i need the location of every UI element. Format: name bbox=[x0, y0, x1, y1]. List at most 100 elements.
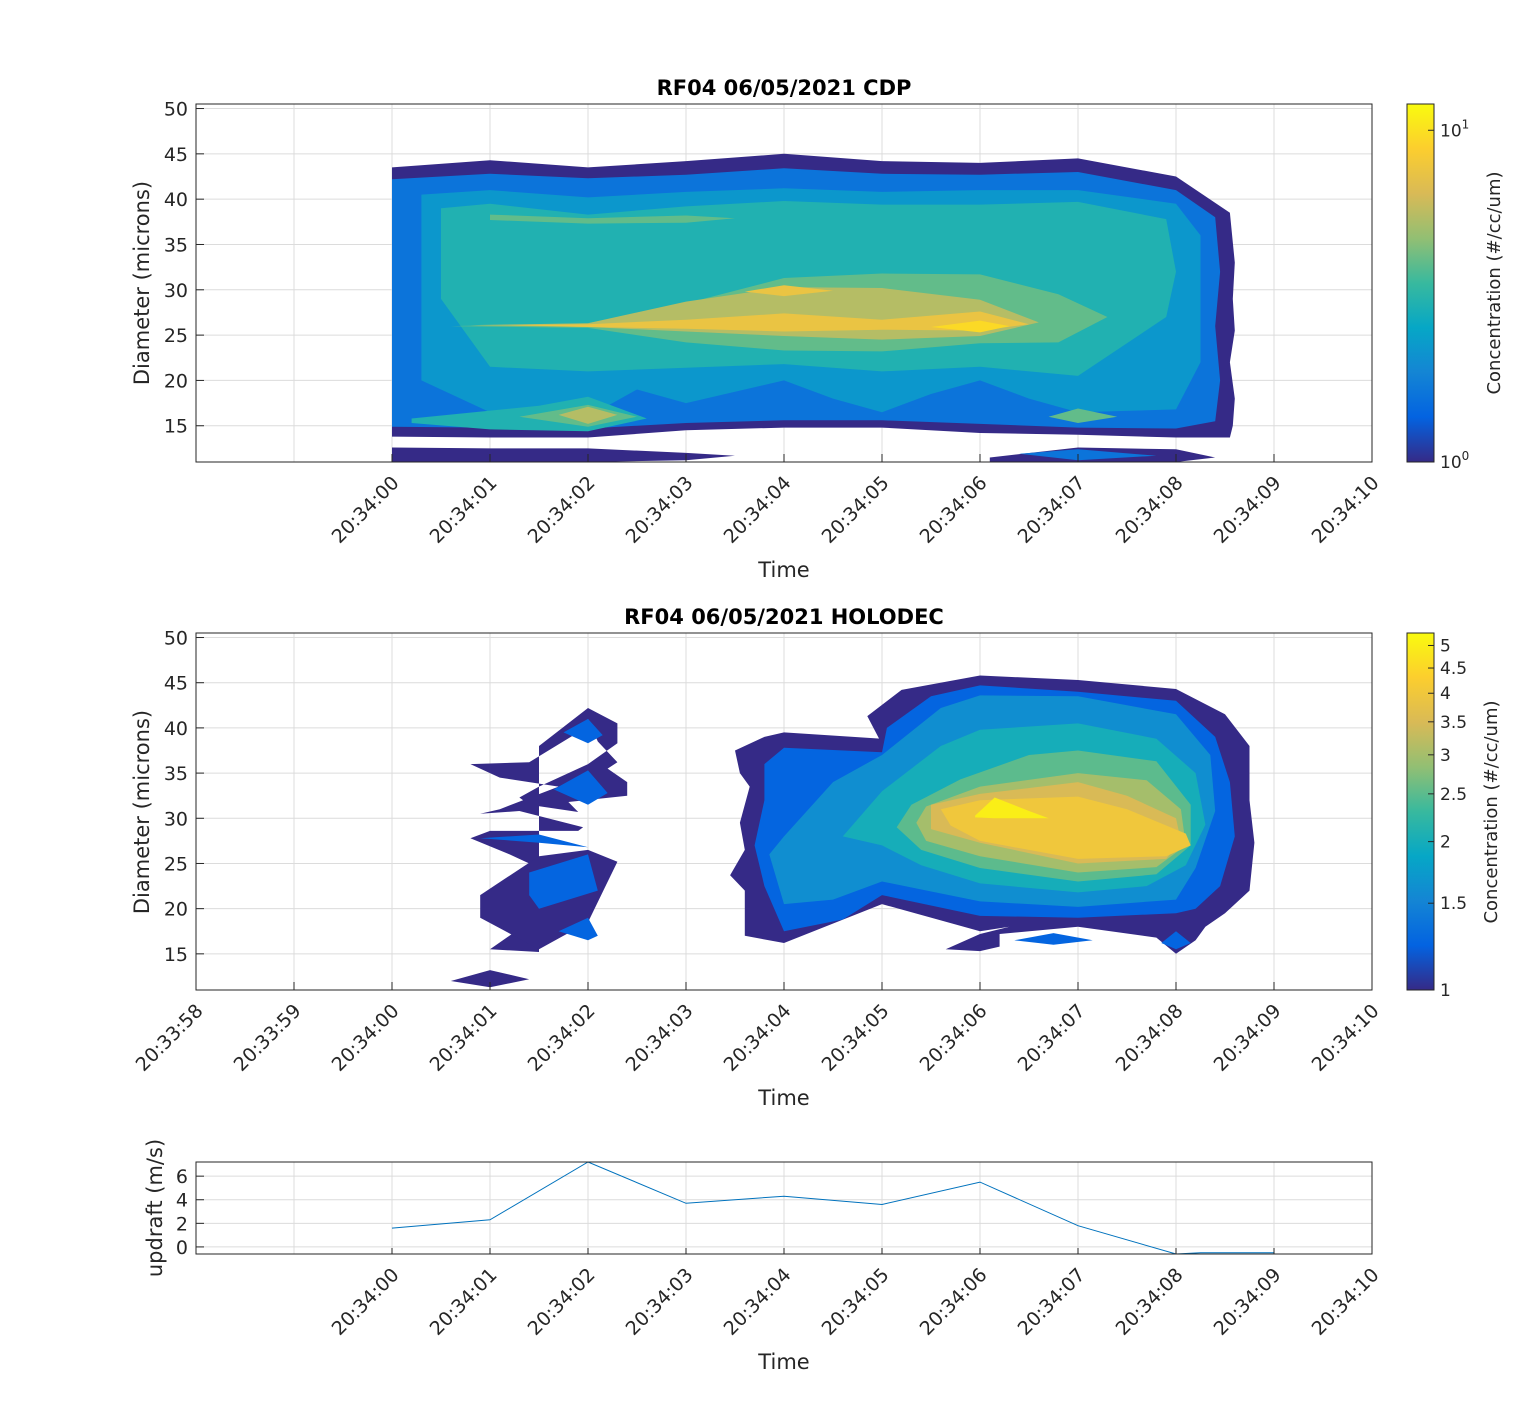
updraft-x-axis-label: Time bbox=[757, 1350, 809, 1374]
x-tick-label: 20:34:08 bbox=[1112, 472, 1188, 548]
y-tick-label: 35 bbox=[164, 234, 188, 256]
colorbar-tick-label: 100 bbox=[1440, 449, 1469, 473]
contour-region-13 bbox=[558, 406, 618, 424]
x-tick-label: 20:34:02 bbox=[524, 1264, 600, 1340]
holodec-colorbar-frame bbox=[1406, 632, 1435, 991]
contour-region-15 bbox=[744, 285, 833, 297]
y-tick-label: 25 bbox=[164, 325, 188, 347]
x-tick-label: 20:34:05 bbox=[818, 1000, 894, 1076]
x-tick-label: 20:34:05 bbox=[818, 1264, 894, 1340]
y-tick-label: 6 bbox=[176, 1166, 188, 1188]
contour-region-14 bbox=[509, 311, 1030, 332]
holodec-contours bbox=[450, 675, 1255, 988]
x-tick-label: 20:34:02 bbox=[524, 1000, 600, 1076]
cdp-y-ticks: 15 20 25 30 35 40 45 50 bbox=[164, 99, 204, 438]
contour-region-5 bbox=[529, 854, 598, 909]
x-tick-label: 20:34:06 bbox=[916, 472, 992, 548]
x-tick-label: 20:34:00 bbox=[328, 1000, 404, 1076]
x-tick-label: 20:33:59 bbox=[230, 1000, 306, 1076]
colorbar-tick-label: 3 bbox=[1440, 746, 1451, 766]
x-tick-label: 20:34:00 bbox=[328, 472, 404, 548]
colorbar-tick-label: 1 bbox=[1440, 981, 1451, 1001]
x-tick-label: 20:34:07 bbox=[1014, 472, 1090, 548]
x-tick-label: 20:34:02 bbox=[524, 472, 600, 548]
y-tick-label: 0 bbox=[176, 1237, 188, 1259]
x-tick-label: 20:34:06 bbox=[916, 1000, 992, 1076]
contour-region-6 bbox=[553, 770, 608, 805]
x-tick-label: 20:34:08 bbox=[1112, 1264, 1188, 1340]
holodec-title: RF04 06/05/2021 HOLODEC bbox=[624, 605, 944, 629]
cdp-x-ticks: 20:34:00 20:34:01 20:34:02 20:34:03 20:34:04… bbox=[328, 454, 1384, 548]
cdp-contours bbox=[392, 153, 1235, 462]
x-tick-label: 20:34:10 bbox=[1308, 472, 1384, 548]
contour-region-10 bbox=[1161, 931, 1191, 950]
colorbar-tick-label: 2 bbox=[1440, 833, 1451, 853]
x-tick-label: 20:34:10 bbox=[1308, 1000, 1384, 1076]
colorbar-tick-label: 3.5 bbox=[1440, 713, 1467, 733]
colorbar-tick-label: 101 bbox=[1440, 117, 1469, 141]
x-tick-label: 20:34:03 bbox=[622, 1264, 698, 1340]
y-tick-label: 20 bbox=[164, 370, 188, 392]
colorbar-tick-label: 1.5 bbox=[1440, 894, 1467, 914]
contour-region-4 bbox=[1019, 449, 1157, 461]
x-tick-label: 20:34:03 bbox=[622, 1000, 698, 1076]
y-tick-label: 15 bbox=[164, 944, 188, 966]
updraft-x-ticks: 20:34:00 20:34:01 20:34:02 20:34:03 20:34:04… bbox=[328, 1248, 1384, 1340]
contour-region-16 bbox=[931, 320, 1010, 333]
holodec-colorbar-label: Concentration (#/cc/um) bbox=[1481, 700, 1502, 923]
x-tick-label: 20:34:09 bbox=[1210, 1264, 1286, 1340]
cdp-title: RF04 06/05/2021 CDP bbox=[657, 76, 912, 100]
x-tick-label: 20:34:01 bbox=[426, 1264, 502, 1340]
y-tick-label: 30 bbox=[164, 808, 188, 830]
x-tick-label: 20:34:00 bbox=[328, 1264, 404, 1340]
updraft-y-axis-label: updraft (m/s) bbox=[143, 1139, 167, 1277]
y-tick-label: 30 bbox=[164, 280, 188, 302]
y-tick-label: 4 bbox=[176, 1190, 188, 1212]
y-tick-label: 45 bbox=[164, 673, 188, 695]
y-tick-label: 25 bbox=[164, 853, 188, 875]
holodec-x-ticks: 20:33:58 20:33:59 20:34:00 20:34:01 20:34:02… bbox=[132, 982, 1384, 1076]
x-tick-label: 20:34:08 bbox=[1112, 1000, 1188, 1076]
y-tick-label: 2 bbox=[176, 1213, 188, 1235]
cdp-y-axis-label: Diameter (microns) bbox=[130, 181, 154, 385]
colorbar-tick-label: 2.5 bbox=[1440, 785, 1467, 805]
cdp-x-axis-label: Time bbox=[757, 558, 809, 582]
x-tick-label: 20:33:58 bbox=[132, 1000, 208, 1076]
x-tick-label: 20:34:04 bbox=[720, 1000, 796, 1076]
y-tick-label: 20 bbox=[164, 899, 188, 921]
cdp-colorbar-label: Concentration (#/cc/um) bbox=[1484, 171, 1505, 394]
colorbar-tick-exponent: 1 bbox=[1462, 117, 1470, 131]
contour-region-7 bbox=[563, 718, 603, 744]
contour-region-2 bbox=[450, 970, 530, 988]
x-tick-label: 20:34:10 bbox=[1308, 1264, 1384, 1340]
y-tick-label: 50 bbox=[164, 628, 188, 650]
x-tick-label: 20:34:05 bbox=[818, 472, 894, 548]
x-tick-label: 20:34:03 bbox=[622, 472, 698, 548]
cdp-colorbar bbox=[1407, 104, 1434, 462]
contour-region-18 bbox=[975, 797, 1049, 819]
x-tick-label: 20:34:06 bbox=[916, 1264, 992, 1340]
y-tick-label: 15 bbox=[164, 416, 188, 438]
cdp-colorbar-frame bbox=[1406, 103, 1435, 463]
holodec-y-axis-label: Diameter (microns) bbox=[130, 710, 154, 914]
colorbar-tick-label: 4.5 bbox=[1440, 659, 1467, 679]
holodec-colorbar-ticks: 1 1.5 2 2.5 3 3.5 4 4.5 5 bbox=[1428, 636, 1467, 1001]
y-tick-label: 40 bbox=[164, 189, 188, 211]
y-tick-label: 40 bbox=[164, 718, 188, 740]
y-tick-label: 35 bbox=[164, 763, 188, 785]
x-tick-label: 20:34:04 bbox=[720, 1264, 796, 1340]
holodec-colorbar bbox=[1407, 633, 1434, 990]
colorbar-tick-label: 5 bbox=[1440, 636, 1451, 656]
contour-region-9 bbox=[558, 917, 598, 941]
x-tick-label: 20:34:07 bbox=[1014, 1000, 1090, 1076]
x-tick-label: 20:34:09 bbox=[1210, 1000, 1286, 1076]
contour-region-11 bbox=[1048, 408, 1118, 423]
contour-region-1 bbox=[470, 708, 628, 952]
colorbar-tick-exponent: 0 bbox=[1462, 449, 1470, 463]
x-tick-label: 20:34:04 bbox=[720, 472, 796, 548]
